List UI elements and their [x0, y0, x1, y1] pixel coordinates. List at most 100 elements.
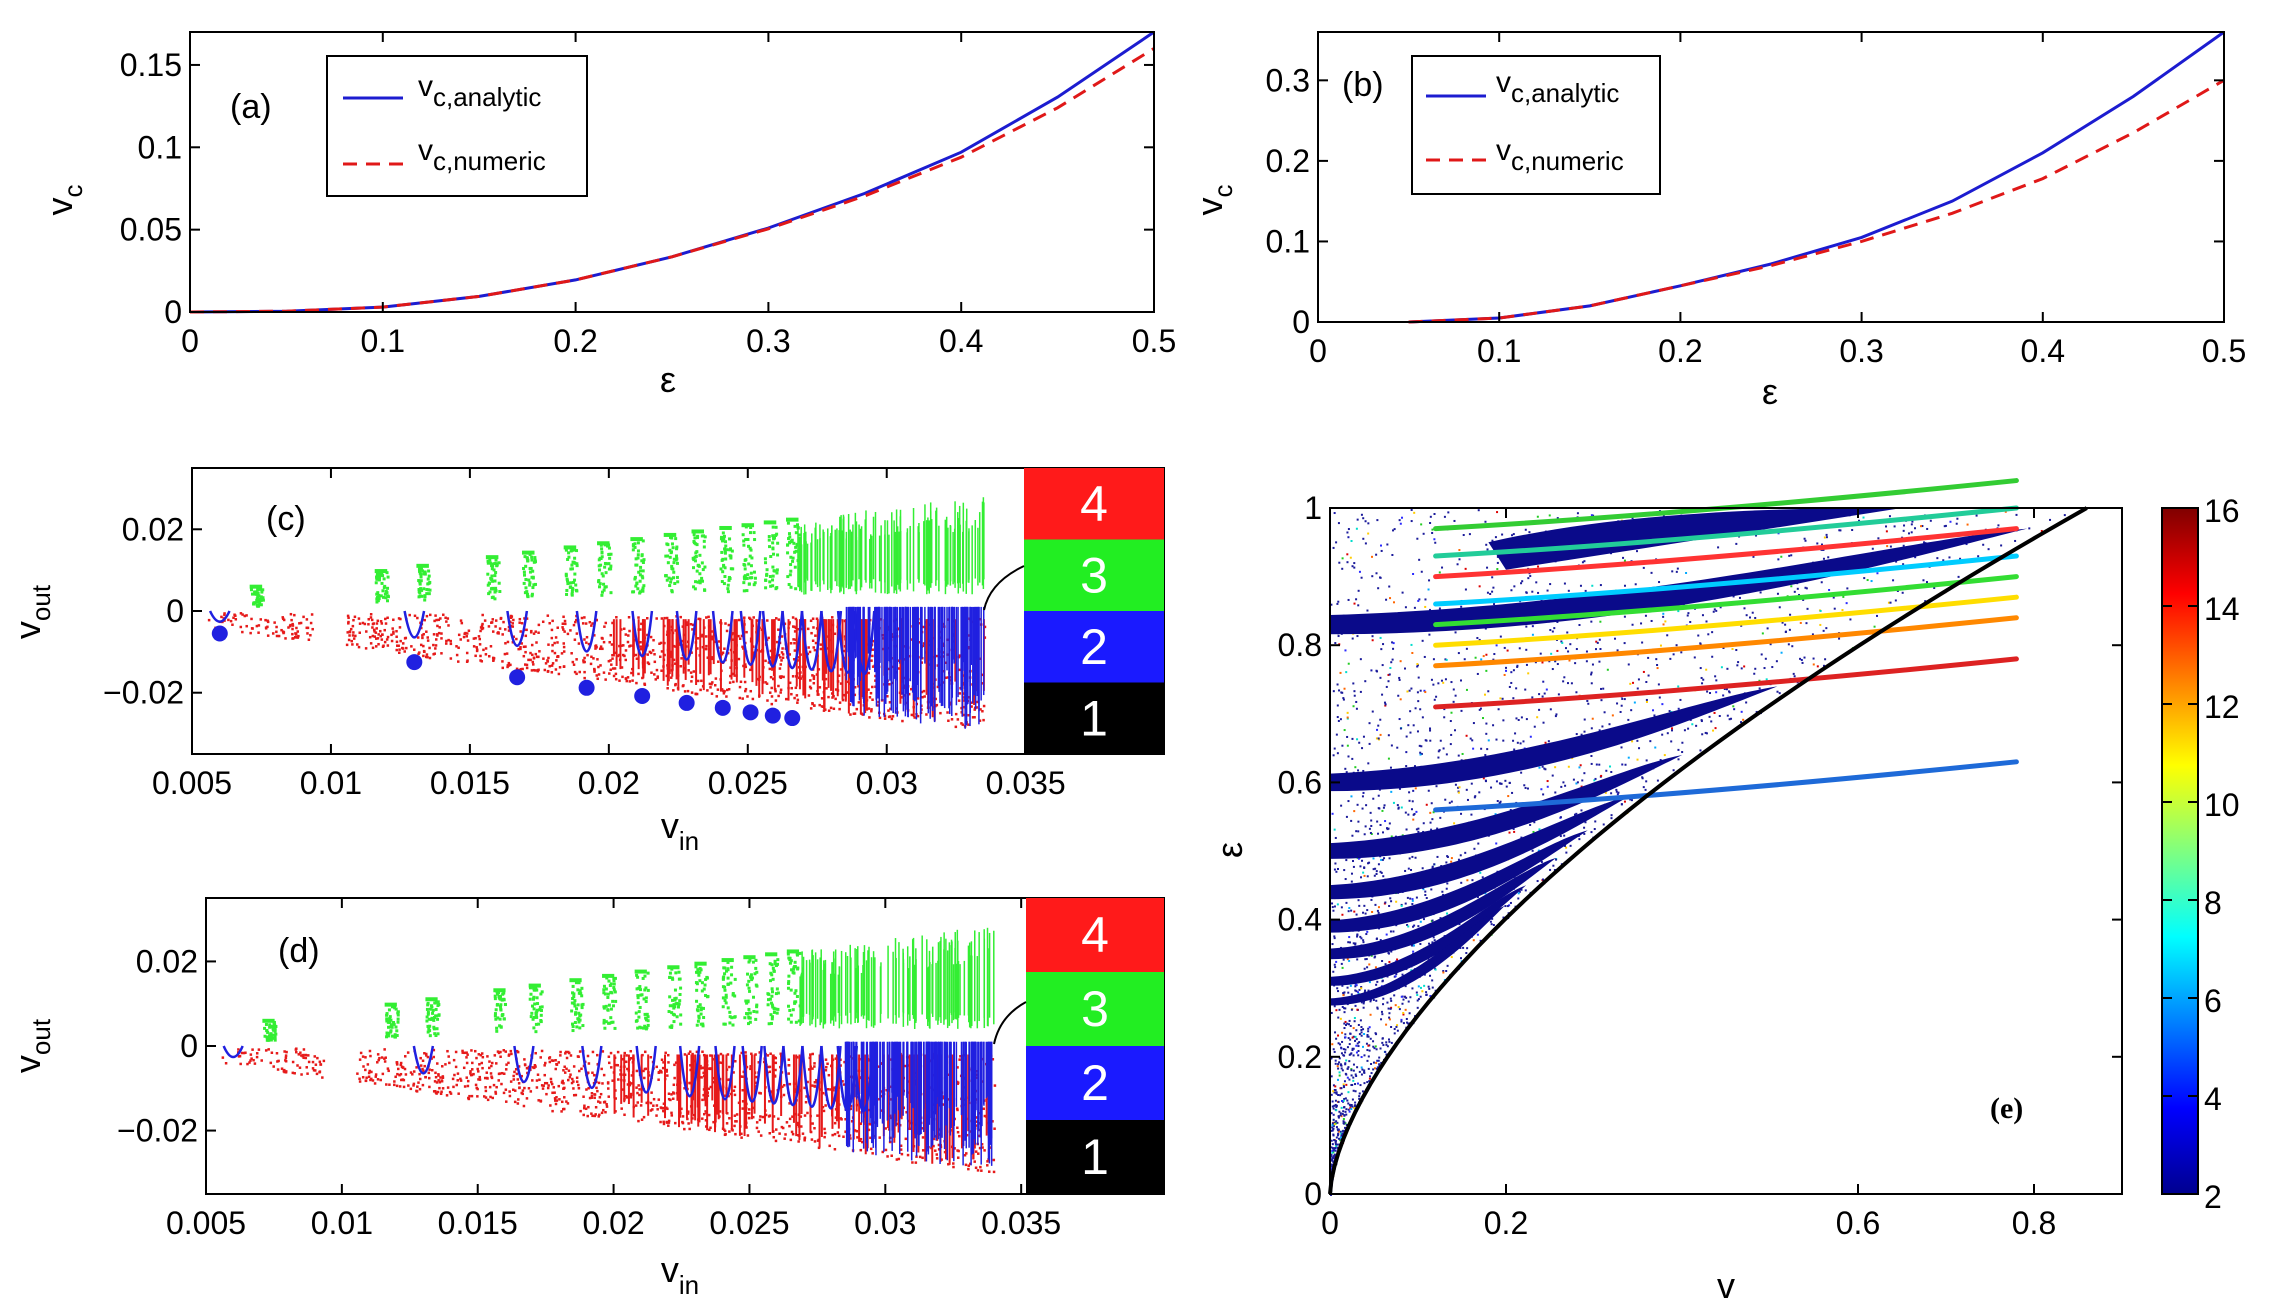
scatter-point-red [490, 1061, 494, 1065]
scatter-point-green [522, 566, 526, 570]
scatter-point-green [604, 585, 608, 589]
scatter-point-red [224, 1061, 228, 1065]
scatter-point-green [705, 975, 709, 979]
scatter-point-green [670, 542, 674, 546]
scatter-point-red [375, 637, 378, 640]
scatter-point-red [734, 1132, 737, 1136]
panel-d-xlabel: vin [661, 1249, 699, 1300]
scatter-point-red [688, 1127, 691, 1131]
scatter-point-red [440, 1079, 444, 1083]
scatter-point-green [597, 564, 601, 568]
scatter-point-green [668, 548, 672, 552]
scatter-point-green [494, 586, 498, 590]
scatter-point-red [611, 1079, 614, 1082]
scatter-point-red [376, 1061, 379, 1064]
scatter-point-red [562, 645, 566, 649]
scatter-point-green [744, 537, 748, 541]
scatter-point-red [590, 1092, 594, 1095]
scatter-point-green [572, 995, 576, 999]
scatter-point-red [754, 1075, 758, 1079]
scatter-point-red [563, 1065, 566, 1069]
scatter-point-red [601, 647, 604, 651]
scatter-point-red [395, 1061, 399, 1064]
scatter-point-red [291, 1060, 295, 1064]
scatter-point-red [349, 627, 353, 631]
scatter-point-red [788, 621, 791, 624]
scatter-point-red [777, 653, 781, 657]
scatter-point-green [700, 561, 704, 565]
scatter-point-green [794, 531, 798, 535]
scatter-point-red [395, 648, 398, 652]
scatter-point-red [558, 666, 562, 669]
scatter-point-green [723, 549, 727, 553]
scatter-point-red [267, 1048, 270, 1051]
scatter-point-red [451, 1077, 455, 1081]
scatter-point-red [472, 1072, 475, 1076]
scatter-point-red [702, 1071, 705, 1075]
scatter-point-red [970, 705, 973, 708]
panel-a-legend-box [326, 55, 588, 197]
scatter-point-red [505, 1063, 508, 1066]
scatter-point-green [723, 551, 727, 555]
scatter-point-red [395, 635, 398, 639]
state-band-label: 4 [1081, 907, 1109, 963]
scatter-point-red [793, 641, 796, 645]
scatter-point-green [540, 1005, 544, 1009]
scatter-point-red [373, 635, 377, 638]
scatter-point-red [896, 1122, 899, 1126]
scatter-point-green [675, 547, 679, 551]
scatter-point-red [239, 612, 243, 615]
scatter-point-red [628, 645, 631, 648]
scatter-point-red [504, 1088, 508, 1091]
scatter-point-green [570, 592, 574, 596]
scatter-point-red [503, 652, 507, 656]
scatter-point-red [910, 713, 914, 717]
scatter-point-red [508, 1090, 511, 1093]
scatter-point-green [722, 534, 726, 538]
scatter-point-red [395, 640, 399, 644]
scatter-point-red [983, 1114, 987, 1118]
scatter-point-green [390, 1005, 394, 1009]
scatter-point-green [646, 988, 650, 992]
scatter-point-red [239, 625, 243, 629]
scatter-point-red [392, 630, 395, 634]
scatter-point-red [707, 1067, 710, 1070]
scatter-point-red [768, 1132, 772, 1135]
scatter-point-green [748, 989, 752, 993]
scatter-point-red [525, 1066, 529, 1070]
scatter-point-red [642, 1115, 646, 1119]
scatter-point-green [695, 1008, 699, 1012]
scatter-point-red [618, 644, 621, 648]
scatter-point-green [696, 580, 700, 584]
scatter-point-red [598, 647, 602, 651]
scatter-point-red [586, 653, 589, 657]
scatter-point-red [577, 642, 581, 645]
scatter-point-red [731, 632, 735, 635]
scatter-point-green [645, 1012, 649, 1016]
scatter-point-green [609, 990, 613, 994]
scatter-point-green [375, 575, 379, 579]
scatter-point-red [575, 1080, 579, 1083]
scatter-point-green [696, 534, 700, 538]
scatter-point-red [989, 1146, 992, 1149]
scatter-point-green [669, 551, 673, 555]
scatter-point-red [316, 1056, 319, 1060]
scatter-point-red [554, 636, 558, 639]
scatter-point-red [550, 636, 554, 640]
scatter-point-red [523, 1086, 526, 1090]
scatter-point-green [389, 1030, 393, 1034]
scatter-point-red [657, 1098, 661, 1101]
scatter-point-red [555, 659, 558, 662]
scatter-point-red [564, 1052, 567, 1055]
scatter-point-red [851, 1057, 854, 1060]
scatter-point-red [598, 1101, 602, 1104]
scatter-point-red [869, 1147, 873, 1151]
scatter-point-red [678, 643, 682, 646]
scatter-point-red [915, 1155, 918, 1158]
scatter-point-red [958, 654, 962, 657]
scatter-point-red [827, 1073, 831, 1077]
scatter-point-green [723, 547, 727, 551]
scatter-point-green [498, 590, 502, 594]
scatter-point-green [765, 573, 769, 577]
scatter-point-red [935, 703, 939, 707]
